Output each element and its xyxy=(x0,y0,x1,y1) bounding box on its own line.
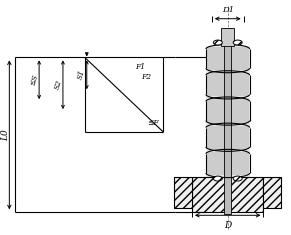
Bar xyxy=(174,176,192,208)
Bar xyxy=(207,47,249,70)
Bar xyxy=(207,73,249,96)
Bar xyxy=(263,176,281,208)
Text: L0: L0 xyxy=(1,129,10,141)
Ellipse shape xyxy=(213,176,222,181)
Text: D: D xyxy=(224,221,231,230)
Text: F2: F2 xyxy=(141,73,152,81)
Bar xyxy=(192,176,263,212)
Ellipse shape xyxy=(233,40,242,45)
Text: D1: D1 xyxy=(222,6,234,14)
Ellipse shape xyxy=(213,40,222,45)
Bar xyxy=(206,46,250,176)
Text: S2: S2 xyxy=(53,79,63,91)
Ellipse shape xyxy=(233,176,242,181)
Text: F1: F1 xyxy=(135,63,146,71)
Bar xyxy=(207,126,249,149)
Text: ≤S: ≤S xyxy=(29,73,40,86)
Bar xyxy=(207,99,249,123)
Bar xyxy=(224,28,231,214)
Bar xyxy=(207,152,249,175)
Bar xyxy=(221,28,234,46)
Text: S1: S1 xyxy=(77,69,87,81)
Text: ≤F: ≤F xyxy=(147,119,159,127)
